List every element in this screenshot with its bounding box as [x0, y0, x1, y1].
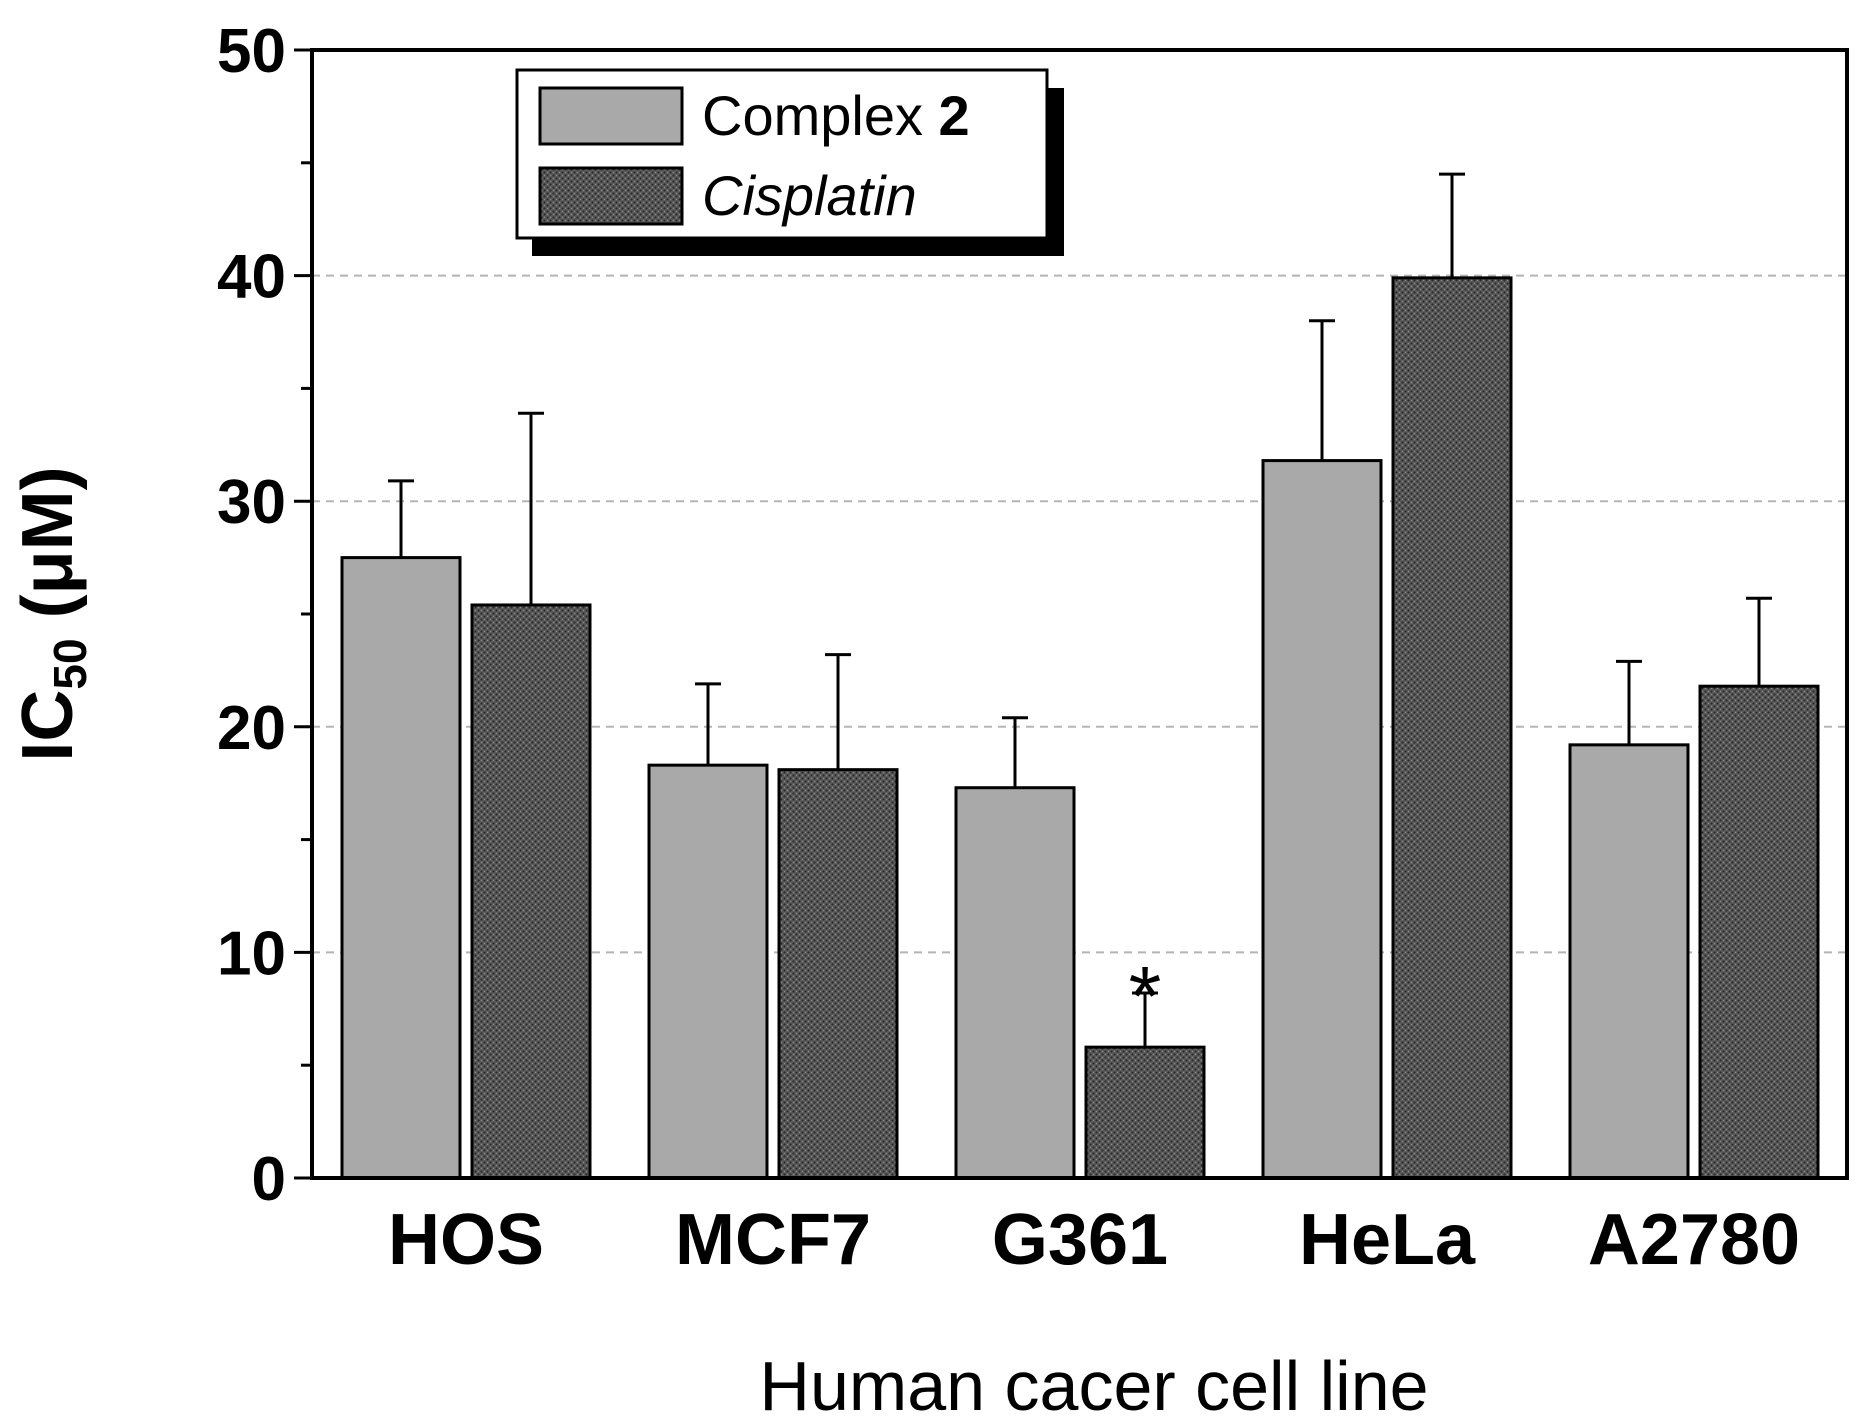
legend-label-cisplatin: Cisplatin [702, 164, 917, 227]
category-label-hela: HeLa [1299, 1200, 1476, 1280]
category-label-mcf7: MCF7 [675, 1200, 871, 1280]
bar-cisplatin-g361 [1084, 1045, 1206, 1180]
category-label-hos: HOS [388, 1200, 544, 1280]
bar-cisplatin-a2780 [1698, 684, 1820, 1180]
y-tick-label-10: 10 [217, 919, 286, 988]
bar-complex-2-mcf7 [647, 763, 769, 1180]
category-label-a2780: A2780 [1588, 1200, 1800, 1280]
category-label-g361: G361 [992, 1200, 1168, 1280]
bar-complex-2-a2780 [1568, 743, 1690, 1180]
legend-swatch-complex-2 [538, 86, 684, 146]
y-axis-ticks: 0 10 20 30 40 50 [217, 17, 312, 1214]
bar-cisplatin-mcf7 [777, 768, 899, 1180]
y-axis-title: IC50 (μM) [8, 466, 96, 761]
y-tick-label-20: 20 [217, 694, 286, 763]
bar-cisplatin-hela [1391, 276, 1513, 1180]
legend: Complex 2 Cisplatin [515, 68, 1064, 256]
legend-label-complex-2: Complex 2 [702, 84, 970, 147]
bar-cisplatin-hos [470, 603, 592, 1180]
x-axis-title: Human cacer cell line [759, 1347, 1428, 1425]
y-tick-label-50: 50 [217, 17, 286, 86]
bar-complex-2-g361 [954, 786, 1076, 1180]
y-tick-label-0: 0 [252, 1145, 286, 1214]
annotations: * [1129, 949, 1162, 1043]
bar-complex-2-hos [340, 556, 462, 1180]
y-tick-label-30: 30 [217, 468, 286, 537]
bars [340, 172, 1820, 1180]
y-tick-label-40: 40 [217, 243, 286, 312]
x-axis-categories: HOS MCF7 G361 HeLa A2780 [388, 1200, 1800, 1280]
bar-complex-2-hela [1261, 459, 1383, 1180]
legend-swatch-cisplatin [538, 166, 684, 226]
significance-marker: * [1129, 949, 1162, 1043]
